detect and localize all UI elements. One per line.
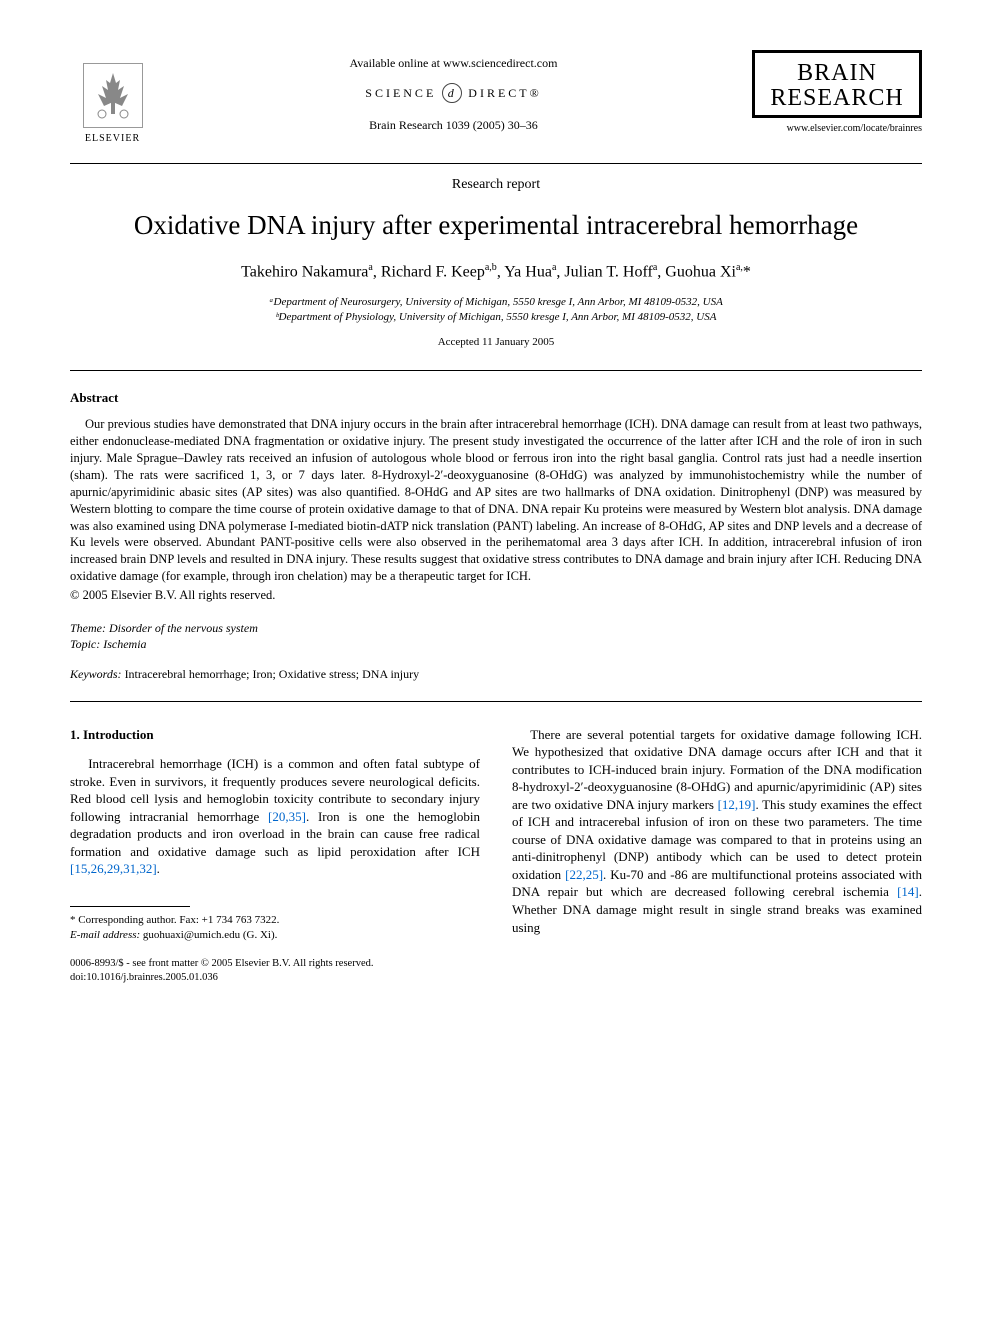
- article-title: Oxidative DNA injury after experimental …: [70, 207, 922, 243]
- abstract-body: Our previous studies have demonstrated t…: [70, 416, 922, 585]
- abstract-heading: Abstract: [70, 389, 922, 407]
- sd-left: SCIENCE: [365, 85, 436, 101]
- publisher-logo: ELSEVIER: [70, 50, 155, 145]
- keywords-line: Keywords: Intracerebral hemorrhage; Iron…: [70, 666, 922, 682]
- affiliation-b: ᵇDepartment of Physiology, University of…: [70, 310, 922, 325]
- journal-brand-block: BRAIN RESEARCH www.elsevier.com/locate/b…: [752, 50, 922, 136]
- journal-url: www.elsevier.com/locate/brainres: [752, 122, 922, 136]
- footer-issn-line: 0006-8993/$ - see front matter © 2005 El…: [70, 957, 922, 971]
- available-online-text: Available online at www.sciencedirect.co…: [155, 55, 752, 71]
- column-left: 1. Introduction Intracerebral hemorrhage…: [70, 726, 480, 943]
- citation-link-12-19[interactable]: [12,19]: [718, 797, 756, 812]
- intro-paragraph-1: Intracerebral hemorrhage (ICH) is a comm…: [70, 755, 480, 878]
- introduction-heading: 1. Introduction: [70, 726, 480, 744]
- citation-link-22-25[interactable]: [22,25]: [565, 867, 603, 882]
- science-direct-logo: SCIENCE d DIRECT®: [365, 83, 541, 103]
- document-type: Research report: [70, 176, 922, 195]
- footer-block: 0006-8993/$ - see front matter © 2005 El…: [70, 957, 922, 985]
- corresponding-author-note: * Corresponding author. Fax: +1 734 763 …: [70, 913, 480, 928]
- abstract-text: Our previous studies have demonstrated t…: [70, 416, 922, 585]
- header-center: Available online at www.sciencedirect.co…: [155, 50, 752, 133]
- abstract-top-rule: [70, 370, 922, 371]
- footnotes: * Corresponding author. Fax: +1 734 763 …: [70, 913, 480, 943]
- journal-brand-line1: BRAIN: [761, 61, 913, 86]
- journal-brand-box: BRAIN RESEARCH: [752, 50, 922, 118]
- theme-line: Theme: Disorder of the nervous system: [70, 620, 922, 636]
- affiliations: ᵃDepartment of Neurosurgery, University …: [70, 295, 922, 325]
- email-line: E-mail address: guohuaxi@umich.edu (G. X…: [70, 928, 480, 943]
- abstract-copyright: © 2005 Elsevier B.V. All rights reserved…: [70, 587, 922, 604]
- intro-c1-t3: .: [157, 861, 160, 876]
- publisher-name: ELSEVIER: [85, 132, 140, 146]
- topic-line: Topic: Ischemia: [70, 636, 922, 652]
- accepted-date: Accepted 11 January 2005: [70, 335, 922, 350]
- body-columns: 1. Introduction Intracerebral hemorrhage…: [70, 726, 922, 943]
- column-right: There are several potential targets for …: [512, 726, 922, 943]
- citation-link-14[interactable]: [14]: [897, 884, 919, 899]
- abstract-bottom-rule: [70, 701, 922, 702]
- sd-right: DIRECT®: [468, 85, 541, 101]
- journal-brand-line2: RESEARCH: [761, 86, 913, 111]
- theme-topic-block: Theme: Disorder of the nervous system To…: [70, 620, 922, 652]
- sd-swirl-icon: d: [442, 83, 462, 103]
- topic-value: Ischemia: [103, 637, 146, 651]
- journal-reference: Brain Research 1039 (2005) 30–36: [155, 117, 752, 133]
- email-value: guohuaxi@umich.edu (G. Xi).: [143, 929, 277, 941]
- citation-link-20-35[interactable]: [20,35]: [268, 809, 306, 824]
- theme-label: Theme:: [70, 621, 106, 635]
- citation-link-15-26-29-31-32[interactable]: [15,26,29,31,32]: [70, 861, 157, 876]
- elsevier-tree-icon: [83, 63, 143, 128]
- footnote-separator: [70, 906, 190, 907]
- author-list: Takehiro Nakamuraa, Richard F. Keepa,b, …: [70, 261, 922, 283]
- keywords-label: Keywords:: [70, 667, 122, 681]
- footer-doi-line: doi:10.1016/j.brainres.2005.01.036: [70, 971, 922, 985]
- theme-value: Disorder of the nervous system: [109, 621, 258, 635]
- email-label: E-mail address:: [70, 929, 140, 941]
- page-header: ELSEVIER Available online at www.science…: [70, 50, 922, 145]
- keywords-value: Intracerebral hemorrhage; Iron; Oxidativ…: [125, 667, 420, 681]
- header-rule: [70, 163, 922, 164]
- affiliation-a: ᵃDepartment of Neurosurgery, University …: [70, 295, 922, 310]
- topic-label: Topic:: [70, 637, 100, 651]
- intro-paragraph-2: There are several potential targets for …: [512, 726, 922, 937]
